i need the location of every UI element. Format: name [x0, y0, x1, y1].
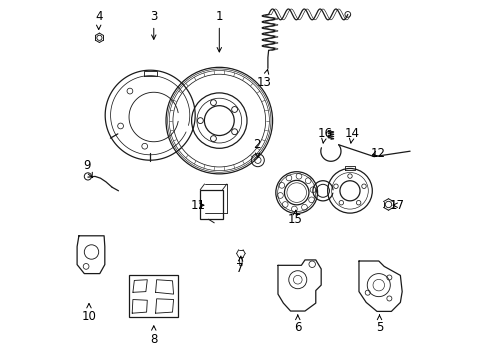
Text: 16: 16: [317, 127, 332, 143]
Text: 13: 13: [256, 69, 271, 89]
Text: 12: 12: [369, 147, 385, 159]
Text: 5: 5: [375, 315, 383, 334]
Bar: [129, 275, 178, 317]
Text: 14: 14: [345, 127, 359, 143]
Text: 2: 2: [253, 138, 260, 157]
Text: 4: 4: [95, 10, 102, 30]
Text: 10: 10: [81, 303, 96, 323]
Text: 11: 11: [190, 199, 205, 212]
Text: 9: 9: [83, 159, 92, 177]
Text: 17: 17: [389, 199, 404, 212]
Bar: [200, 190, 222, 219]
Text: 8: 8: [150, 326, 157, 346]
Text: 6: 6: [293, 315, 301, 334]
Text: 3: 3: [150, 10, 157, 39]
Text: 15: 15: [287, 210, 302, 226]
Text: 7: 7: [236, 256, 244, 275]
Text: 1: 1: [215, 10, 223, 52]
